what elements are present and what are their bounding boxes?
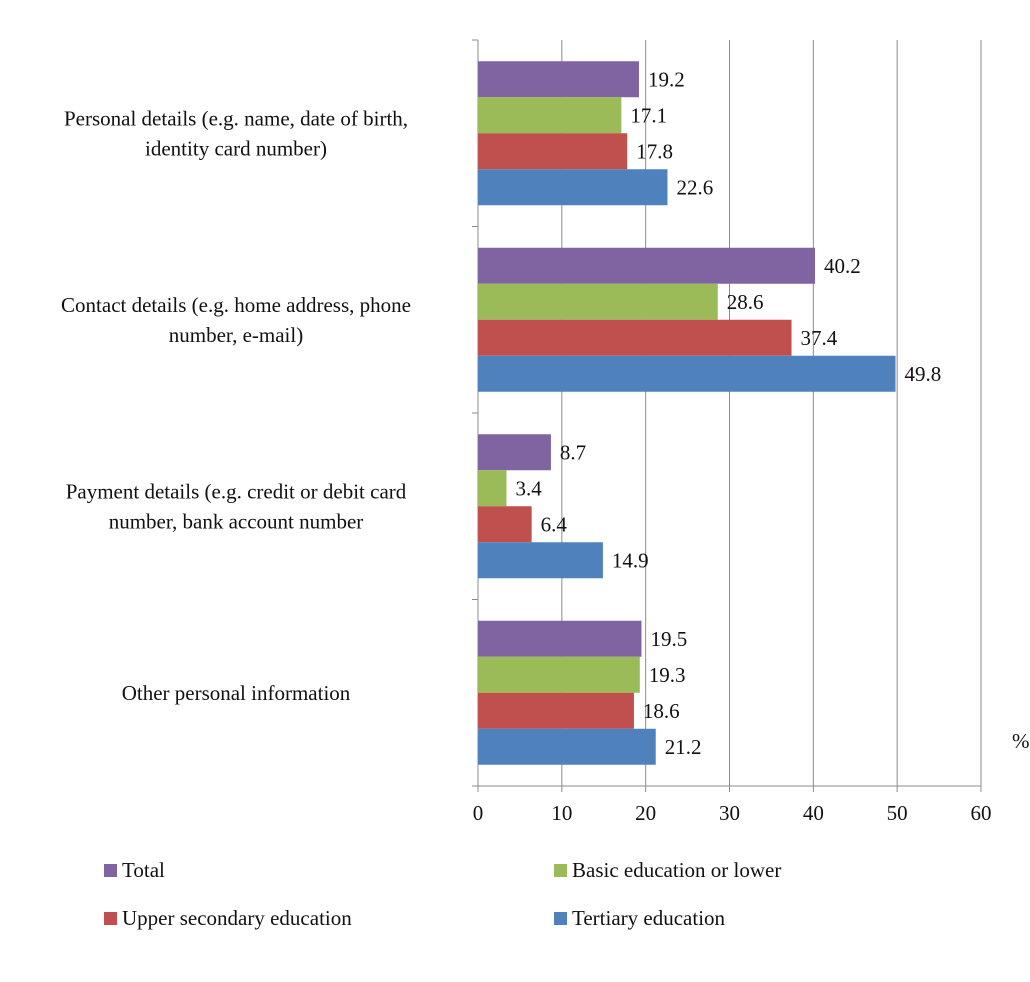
legend-label-basic-education: Basic education or lower [572, 857, 782, 882]
bar-series-2-cat-2 [478, 506, 532, 543]
x-tick-label-2: 20 [635, 801, 656, 825]
bar-series-0-cat-1 [478, 247, 816, 284]
x-tick-label-1: 10 [551, 801, 572, 825]
x-tick-label-5: 50 [887, 801, 908, 825]
legend-swatch-upper-secondary-education [104, 911, 117, 925]
data-label-series-2-cat-0: 17.8 [636, 139, 673, 163]
data-label-series-2-cat-3: 18.6 [643, 699, 680, 723]
data-label-series-2-cat-1: 37.4 [801, 326, 838, 350]
category-label-3-line-0: Other personal information [122, 681, 351, 705]
data-label-series-0-cat-2: 8.7 [560, 440, 586, 464]
data-label-series-2-cat-2: 6.4 [541, 512, 568, 536]
bar-series-0-cat-0 [478, 61, 639, 98]
bar-series-3-cat-1 [478, 355, 896, 392]
data-label-series-3-cat-1: 49.8 [904, 362, 941, 386]
legend-item-total: Total [104, 855, 554, 885]
bar-series-1-cat-3 [478, 656, 640, 693]
legend-item-upper-secondary-education: Upper secondary education [104, 903, 554, 933]
legend-label-upper-secondary-education: Upper secondary education [122, 905, 352, 930]
data-label-series-1-cat-1: 28.6 [727, 290, 764, 314]
legend-swatch-tertiary-education [554, 911, 567, 925]
category-label-2-line-0: Payment details (e.g. credit or debit ca… [66, 479, 407, 503]
data-label-series-3-cat-3: 21.2 [665, 735, 702, 759]
legend: Total Basic education or lower Upper sec… [104, 855, 984, 933]
bar-series-1-cat-2 [478, 470, 507, 507]
unit-label: % [1012, 729, 1030, 753]
x-tick-label-3: 30 [719, 801, 740, 825]
data-label-series-1-cat-0: 17.1 [630, 103, 667, 127]
bar-series-3-cat-3 [478, 728, 656, 765]
data-label-series-1-cat-3: 19.3 [649, 663, 686, 687]
legend-label-total: Total [122, 857, 165, 882]
category-label-1-line-0: Contact details (e.g. home address, phon… [61, 293, 411, 317]
bar-series-3-cat-0 [478, 169, 668, 206]
x-tick-label-4: 40 [803, 801, 824, 825]
bar-series-3-cat-2 [478, 542, 603, 579]
legend-swatch-total [104, 863, 117, 877]
legend-item-tertiary-education: Tertiary education [554, 903, 984, 933]
data-label-series-3-cat-0: 22.6 [676, 175, 713, 199]
data-label-series-0-cat-0: 19.2 [648, 67, 685, 91]
x-tick-label-6: 60 [971, 801, 992, 825]
legend-item-basic-education: Basic education or lower [554, 855, 984, 885]
bar-series-1-cat-0 [478, 97, 622, 134]
bar-series-0-cat-3 [478, 620, 642, 657]
bar-series-0-cat-2 [478, 434, 551, 471]
legend-label-tertiary-education: Tertiary education [572, 905, 726, 930]
category-label-2-line-1: number, bank account number [109, 509, 364, 533]
bar-series-2-cat-0 [478, 133, 628, 170]
x-tick-label-0: 0 [473, 801, 484, 825]
data-label-series-0-cat-1: 40.2 [824, 254, 861, 278]
legend-swatch-basic-education [554, 863, 567, 877]
data-label-series-3-cat-2: 14.9 [612, 548, 649, 572]
data-label-series-1-cat-2: 3.4 [516, 476, 543, 500]
bar-series-2-cat-1 [478, 319, 792, 356]
data-label-series-0-cat-3: 19.5 [650, 627, 687, 651]
bar-chart: 0 10 20 30 40 50 60 19.2 17.1 17.822.6 Personal de… [61, 39, 1030, 825]
category-label-0-line-1: identity card number) [145, 136, 327, 160]
bar-series-1-cat-1 [478, 283, 718, 320]
category-label-0-line-0: Personal details (e.g. name, date of bir… [64, 106, 408, 130]
category-label-1-line-1: number, e-mail) [169, 323, 303, 347]
bar-series-2-cat-3 [478, 692, 634, 729]
